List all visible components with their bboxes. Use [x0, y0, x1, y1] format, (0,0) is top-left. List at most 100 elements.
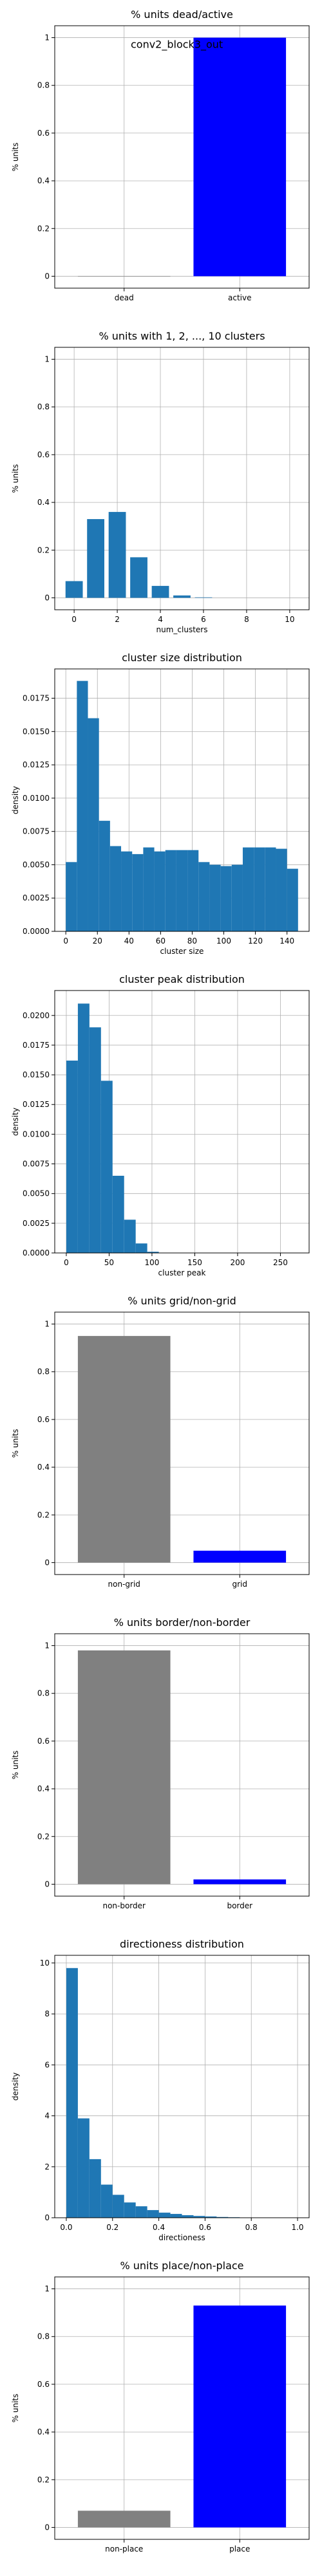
- x-axis-label: cluster size: [160, 947, 204, 956]
- histogram-bar: [124, 2202, 136, 2218]
- x-axis-label: cluster peak: [158, 1268, 206, 1277]
- histogram-bar: [198, 862, 209, 931]
- y-tick-label: 0.2: [37, 224, 50, 233]
- bar-0: [66, 581, 83, 598]
- histogram-bar: [110, 846, 121, 931]
- x-tick-label: dead: [115, 293, 134, 302]
- y-axis-label: density: [11, 2072, 20, 2101]
- chart-title: cluster size distribution: [122, 652, 242, 664]
- histogram-bar: [143, 848, 154, 931]
- y-tick-label: 0.0075: [23, 827, 50, 836]
- x-tick-label: non-border: [102, 1901, 146, 1910]
- x-tick-label: active: [228, 293, 251, 302]
- y-tick-label: 0.4: [37, 498, 50, 507]
- x-tick-label: 20: [93, 936, 102, 945]
- histogram-bar: [113, 2195, 124, 2218]
- histogram-bar: [254, 848, 265, 931]
- x-tick-label: 200: [230, 1258, 245, 1267]
- histogram-bar: [187, 850, 198, 931]
- x-axis-label: directioness: [158, 2233, 205, 2242]
- histogram-bar: [66, 1968, 78, 2218]
- y-tick-label: 0.0050: [23, 860, 50, 869]
- x-tick-label: 10: [285, 615, 294, 624]
- y-axis-label: % units: [11, 464, 20, 493]
- bar-active: [193, 38, 286, 277]
- y-tick-label: 0.2: [37, 1832, 50, 1841]
- y-tick-label: 0.8: [37, 1689, 50, 1698]
- y-tick-label: 0.8: [37, 1367, 50, 1376]
- y-axis-label: density: [11, 786, 20, 814]
- x-tick-label: 6: [201, 615, 206, 624]
- bar-2: [109, 512, 126, 598]
- histogram-bar: [136, 2206, 147, 2218]
- histogram-bar: [159, 2213, 171, 2218]
- x-tick-label: grid: [232, 1580, 248, 1589]
- histogram-bar: [209, 864, 220, 931]
- x-tick-label: 100: [216, 936, 231, 945]
- y-tick-label: 8: [44, 2009, 50, 2018]
- y-tick-label: 0.0175: [23, 694, 50, 703]
- bar-5: [173, 596, 191, 598]
- y-tick-label: 0.2: [37, 545, 50, 554]
- histogram-bar: [232, 864, 243, 931]
- y-tick-label: 0.0000: [23, 1248, 50, 1257]
- y-axis-label: % units: [11, 1429, 20, 1458]
- x-tick-label: 1.0: [291, 2223, 303, 2232]
- y-tick-label: 0: [44, 2213, 50, 2222]
- y-tick-label: 0.0075: [23, 1160, 50, 1169]
- y-tick-label: 1: [44, 355, 50, 364]
- bar-place: [193, 2306, 286, 2528]
- y-axis-label: % units: [11, 2394, 20, 2423]
- histogram-bar: [132, 854, 143, 931]
- y-tick-label: 0: [44, 1558, 50, 1567]
- chart-title: % units with 1, 2, ..., 10 clusters: [99, 330, 265, 342]
- histogram-bar: [166, 850, 176, 931]
- histogram-bar: [78, 1003, 90, 1253]
- histogram-bar: [136, 1243, 147, 1253]
- x-tick-label: 4: [158, 615, 163, 624]
- x-tick-label: 80: [187, 936, 197, 945]
- y-tick-label: 0.0025: [23, 893, 50, 902]
- chart-title: cluster peak distribution: [119, 973, 245, 985]
- x-tick-label: 0.4: [153, 2223, 165, 2232]
- y-tick-label: 0.0100: [23, 1129, 50, 1138]
- chart-title: % units border/non-border: [114, 1616, 251, 1629]
- y-tick-label: 0.6: [37, 1737, 50, 1746]
- x-tick-label: 0.6: [199, 2223, 211, 2232]
- histogram-bar: [287, 869, 298, 931]
- histogram-bar: [147, 2210, 159, 2218]
- bar-dead: [78, 276, 171, 277]
- bar-1: [87, 519, 104, 598]
- bar-border: [193, 1879, 286, 1884]
- x-tick-label: 140: [279, 936, 294, 945]
- y-axis-label: % units: [11, 143, 20, 172]
- histogram-bar: [77, 681, 88, 931]
- y-tick-label: 0.0175: [23, 1041, 50, 1050]
- histogram-bar: [101, 2185, 113, 2218]
- bar-grid: [193, 1551, 286, 1563]
- bar-non-place: [78, 2510, 171, 2527]
- bar-non-grid: [78, 1336, 171, 1562]
- x-tick-label: 0.0: [60, 2223, 72, 2232]
- x-tick-label: 0: [64, 1258, 69, 1267]
- histogram-bar: [101, 1081, 113, 1253]
- histogram-bar: [99, 821, 110, 931]
- y-tick-label: 1: [44, 1641, 50, 1650]
- y-tick-label: 0.0200: [23, 1011, 50, 1020]
- histogram-bar: [176, 850, 187, 931]
- histogram-bar: [90, 1027, 101, 1253]
- histogram-bar: [265, 848, 276, 931]
- x-tick-label: place: [229, 2544, 250, 2553]
- x-tick-label: 40: [124, 936, 134, 945]
- x-tick-label: 120: [248, 936, 263, 945]
- histogram-bar: [90, 2159, 101, 2218]
- y-tick-label: 0.4: [37, 1784, 50, 1793]
- y-tick-label: 0.2: [37, 1510, 50, 1519]
- histogram-bar: [66, 1061, 78, 1253]
- x-tick-label: 50: [104, 1258, 114, 1267]
